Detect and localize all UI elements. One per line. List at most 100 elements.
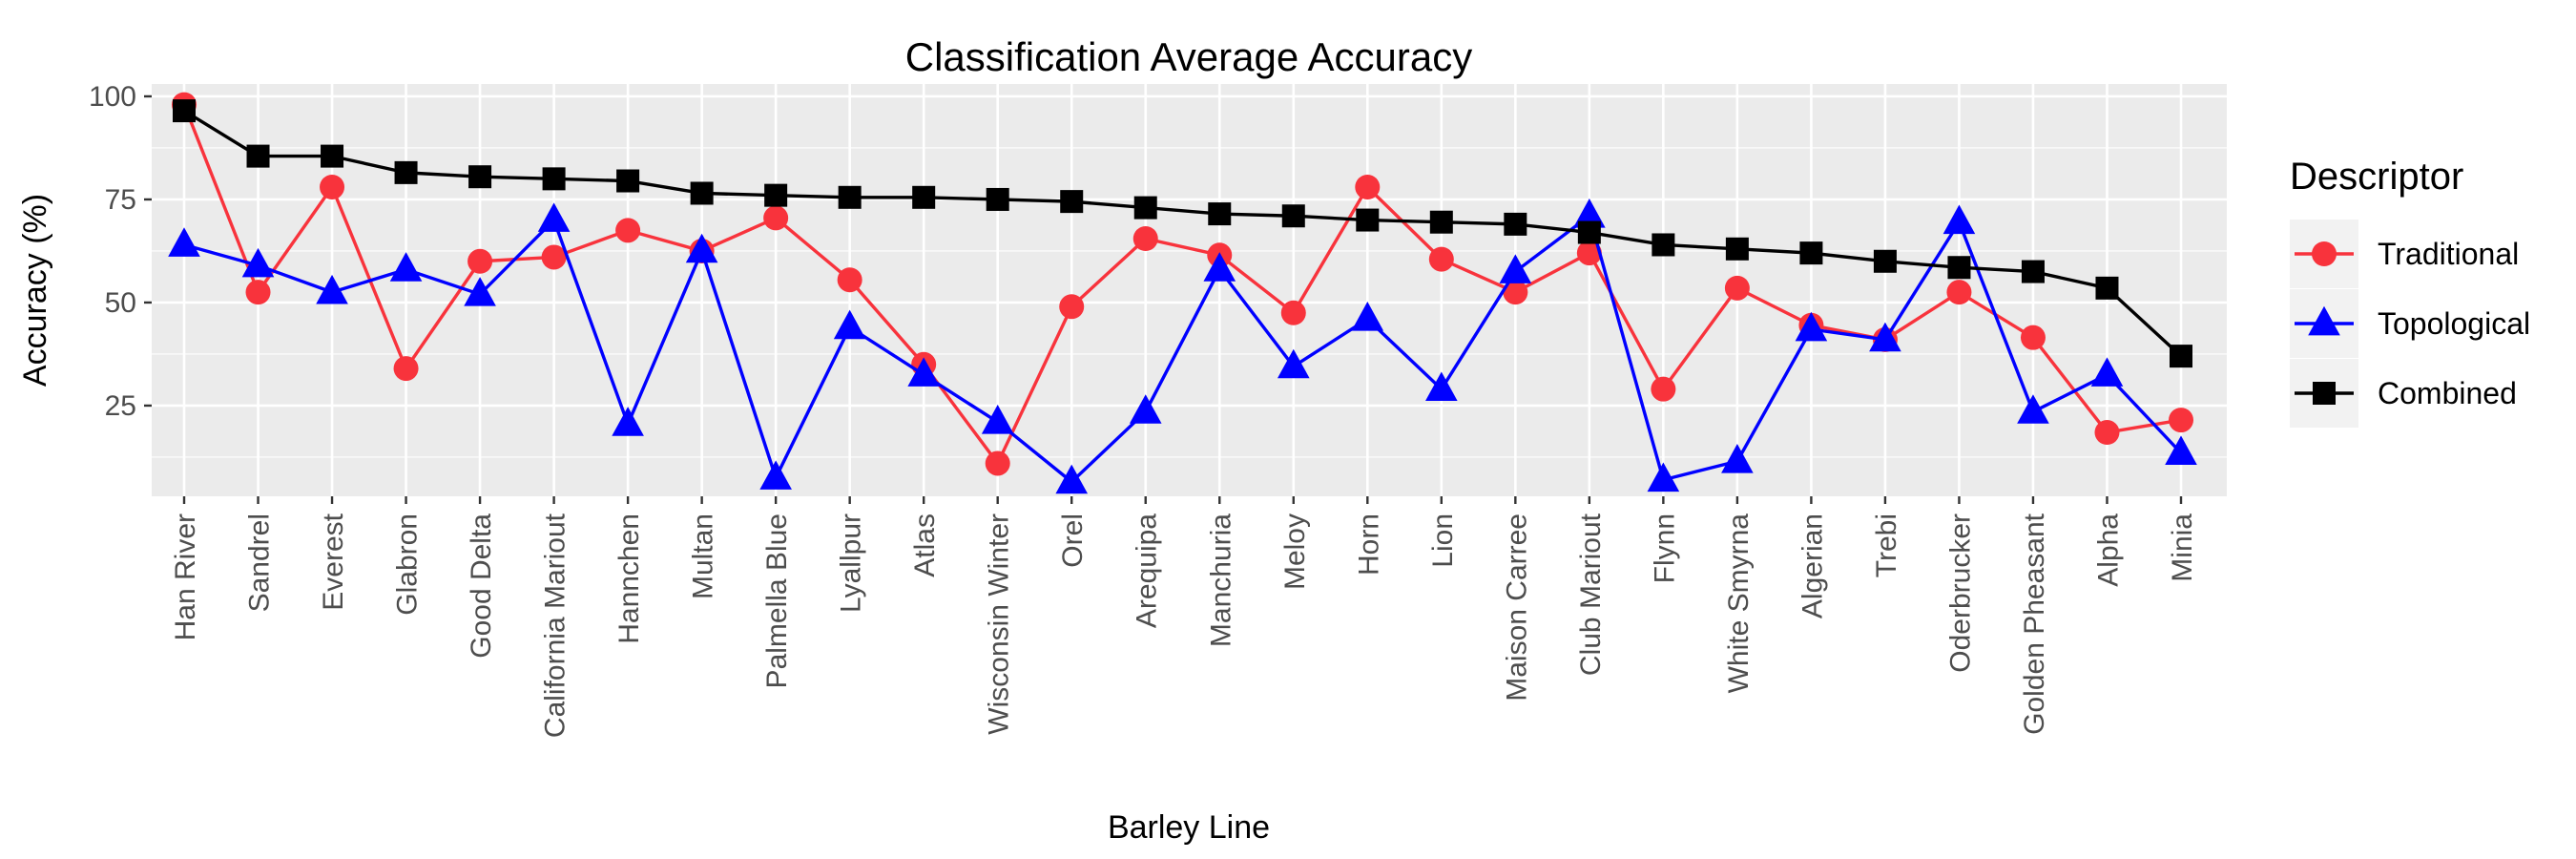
legend-label: Topological xyxy=(2378,306,2530,341)
y-tick-label: 50 xyxy=(105,287,136,319)
combined-point xyxy=(1577,220,1601,244)
y-tick-label: 75 xyxy=(105,184,136,216)
combined-point xyxy=(764,183,788,207)
topological-point xyxy=(1942,204,1976,235)
traditional-point xyxy=(1576,241,1602,266)
legend-key-marker xyxy=(2312,241,2337,266)
topological-point xyxy=(464,277,496,306)
y-tick-label: 100 xyxy=(89,81,136,113)
topological-point xyxy=(1055,464,1089,494)
x-tick-label: Horn xyxy=(1353,513,1384,576)
topological-point xyxy=(389,252,423,282)
x-tick-label: Golden Pheasant xyxy=(2019,513,2050,735)
x-tick-label: Maison Carree xyxy=(1501,513,1532,702)
combined-point xyxy=(616,169,640,193)
combined-point xyxy=(1060,190,1084,214)
x-axis-title: Barley Line xyxy=(1108,809,1270,846)
combined-point xyxy=(1725,237,1749,261)
combined-series xyxy=(173,99,2192,368)
combined-point xyxy=(1504,212,1527,236)
legend-item-topological: Topological xyxy=(2290,289,2530,358)
x-tick-label: Lion xyxy=(1427,513,1459,568)
chart-title: Classification Average Accuracy xyxy=(905,34,1473,79)
traditional-point xyxy=(1059,294,1085,320)
topological-point xyxy=(241,247,275,278)
x-tick-label: Wisconsin Winter xyxy=(984,513,1015,735)
x-tick-label: Multan xyxy=(688,513,719,599)
traditional-point xyxy=(393,356,419,382)
combined-point xyxy=(246,144,270,168)
topological-point xyxy=(1721,444,1754,473)
traditional-point xyxy=(2020,325,2046,350)
topological-point xyxy=(1573,199,1606,228)
legend-label: Traditional xyxy=(2378,237,2519,271)
topological-point xyxy=(907,357,940,387)
topological-point xyxy=(1203,252,1236,282)
topological-series xyxy=(168,199,2197,494)
x-tick-label: Alpha xyxy=(2092,513,2124,587)
y-axis-title: Accuracy (%) xyxy=(17,194,53,387)
x-tick-label: Glabron xyxy=(392,513,424,616)
combined-point xyxy=(986,187,1009,211)
topological-point xyxy=(1795,311,1828,342)
x-tick-label: Everest xyxy=(318,513,349,610)
legend-label: Combined xyxy=(2378,376,2517,410)
combined-line xyxy=(183,109,2183,358)
traditional-point xyxy=(1651,376,1676,402)
combined-point xyxy=(1429,210,1453,234)
legend-item-traditional: Traditional xyxy=(2290,220,2519,288)
x-tick-label: California Mariout xyxy=(540,513,571,738)
x-tick-label: Orel xyxy=(1057,513,1089,568)
legend: Descriptor Traditional Topological Combine… xyxy=(2290,156,2530,428)
traditional-point xyxy=(1946,280,1972,305)
x-tick-label: Minia xyxy=(2167,513,2198,582)
legend-key-marker xyxy=(2313,382,2336,405)
combined-point xyxy=(1799,241,1823,265)
traditional-point xyxy=(2094,420,2120,446)
x-tick-label: Han River xyxy=(170,513,201,640)
x-tick-label: Oderbrucker xyxy=(1944,513,1976,673)
combined-point xyxy=(2170,345,2192,368)
series-layer xyxy=(168,92,2197,494)
topological-point xyxy=(1129,394,1162,424)
x-tick-label: White Smyrna xyxy=(1723,513,1755,694)
topological-point xyxy=(1277,348,1310,379)
topological-point xyxy=(1499,254,1532,283)
topological-point xyxy=(316,274,348,304)
combined-point xyxy=(2095,276,2119,300)
combined-point xyxy=(1947,256,1971,280)
traditional-point xyxy=(985,450,1010,476)
topological-point xyxy=(833,309,866,340)
traditional-point xyxy=(1280,300,1306,325)
traditional-point xyxy=(245,280,271,305)
combined-point xyxy=(173,99,196,123)
topological-point xyxy=(2090,357,2124,387)
x-tick-label: Flynn xyxy=(1649,513,1680,583)
topological-point xyxy=(537,202,571,232)
x-tick-label: Hannchen xyxy=(613,513,645,644)
traditional-point xyxy=(467,248,493,274)
traditional-point xyxy=(320,175,345,199)
combined-point xyxy=(1873,249,1897,273)
topological-point xyxy=(685,233,718,263)
legend-item-combined: Combined xyxy=(2290,359,2517,428)
x-tick-label: Algerian xyxy=(1797,513,1828,618)
traditional-point xyxy=(1132,226,1158,251)
combined-point xyxy=(321,144,344,168)
traditional-point xyxy=(1355,175,1381,199)
x-tick-label: Sandrel xyxy=(244,513,276,612)
legend-items: Traditional Topological Combined xyxy=(2290,220,2530,428)
legend-title: Descriptor xyxy=(2290,156,2463,198)
traditional-point xyxy=(1724,275,1750,301)
topological-point xyxy=(1647,462,1680,492)
traditional-point xyxy=(763,205,789,231)
x-axis-ticks: Han River Sandrel Everest Glabron Good Delta… xyxy=(170,496,2198,738)
traditional-point xyxy=(541,244,567,270)
legend-key-marker xyxy=(2308,305,2340,336)
combined-point xyxy=(2021,260,2045,283)
topological-line xyxy=(183,214,2183,484)
traditional-point xyxy=(615,218,641,243)
plot-panel xyxy=(152,84,2227,496)
topological-point xyxy=(2017,394,2049,424)
combined-point xyxy=(1356,208,1380,232)
